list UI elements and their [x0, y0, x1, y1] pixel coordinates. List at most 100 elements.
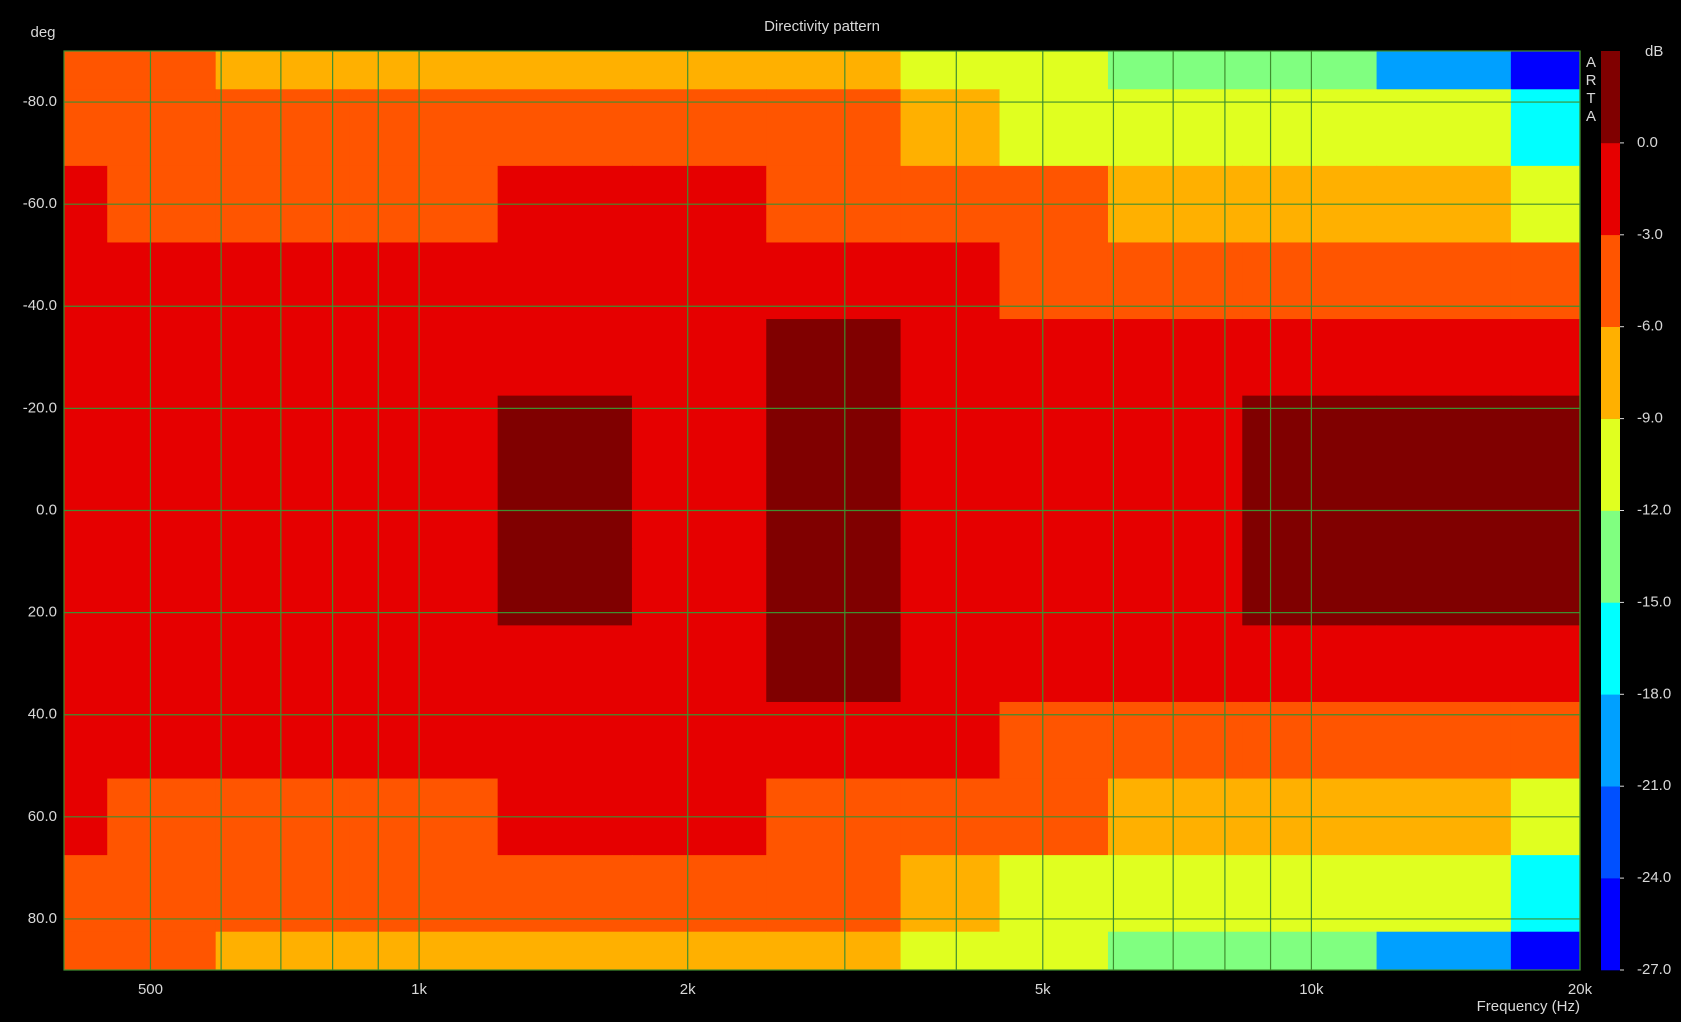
contour-cell [631, 89, 767, 167]
contour-cell [497, 931, 633, 971]
contour-cell [766, 548, 902, 626]
contour-cell [215, 51, 351, 90]
contour-cell [766, 395, 902, 473]
colorbar-tick-label: -12.0 [1637, 501, 1671, 518]
colorbar-tick-label: -9.0 [1637, 410, 1663, 427]
contour-cell [766, 89, 902, 167]
x-axis-label: Frequency (Hz) [1477, 998, 1580, 1015]
colorbar-band [1601, 786, 1620, 879]
contour-cell [900, 625, 1001, 703]
y-tick-label: 20.0 [28, 604, 57, 621]
plot-border [63, 50, 1581, 971]
logo: ARTA [1583, 54, 1600, 126]
contour-cell [1510, 395, 1581, 473]
contour-cell [1510, 319, 1581, 397]
contour-cell [1107, 395, 1243, 473]
contour-cell [349, 242, 499, 320]
contour-cell [1107, 625, 1243, 703]
contour-cell [107, 625, 217, 703]
colorbar-tick-label: -27.0 [1637, 961, 1671, 978]
contour-cell [1376, 625, 1512, 703]
contour-cell [64, 89, 108, 167]
contour-cell [497, 701, 633, 780]
contour-cell [999, 548, 1109, 626]
contour-cell [1242, 855, 1378, 933]
contour-cell [349, 625, 499, 703]
contour-cell [1510, 855, 1581, 933]
contour-cell [64, 701, 108, 780]
contour-cell [1242, 625, 1378, 703]
contour-cell [1107, 51, 1243, 90]
contour-cell [1376, 701, 1512, 780]
colorbar-band [1601, 142, 1620, 236]
contour-cell [766, 319, 902, 397]
contour-cell [1107, 89, 1243, 167]
colorbar-tick-label: 0.0 [1637, 134, 1658, 151]
contour-cell [999, 51, 1109, 90]
contour-cell [900, 89, 1001, 167]
contour-cell [900, 51, 1001, 90]
contour-cell [900, 548, 1001, 626]
contour-cell [1376, 855, 1512, 933]
contour-cell [999, 89, 1109, 167]
contour-cell [631, 701, 767, 780]
contour-cell [1376, 548, 1512, 626]
contour-cell [497, 51, 633, 90]
contour-cell [107, 701, 217, 780]
contour-cell [215, 319, 351, 397]
contour-cell [631, 855, 767, 933]
colorbar-tick-label: -24.0 [1637, 869, 1671, 886]
contour-cell [999, 931, 1109, 971]
colorbar-band [1601, 602, 1620, 695]
y-tick-label: -60.0 [23, 195, 57, 212]
contour-cell [1376, 931, 1512, 971]
x-tick-label: 1k [411, 981, 427, 998]
contour-cell [999, 625, 1109, 703]
contour-cell [1242, 319, 1378, 397]
contour-cell [1242, 931, 1378, 971]
contour-cell [349, 855, 499, 933]
contour-cell [64, 242, 108, 320]
contour-cell [497, 548, 633, 626]
contour-cell [64, 625, 108, 703]
contour-cell [631, 395, 767, 473]
contour-cell [1510, 89, 1581, 167]
contour-cell [900, 395, 1001, 473]
contour-cell [64, 548, 108, 626]
contour-cell [1107, 931, 1243, 971]
contour-cell [107, 548, 217, 626]
contour-cell [900, 701, 1001, 780]
colorbar-tick-label: -3.0 [1637, 226, 1663, 243]
contour-cell [631, 931, 767, 971]
x-tick-label: 500 [138, 981, 163, 998]
colorbar-band [1601, 234, 1620, 327]
contour-cell [631, 625, 767, 703]
contour-cell [900, 855, 1001, 933]
contour-cell [1376, 242, 1512, 320]
contour-cell [349, 548, 499, 626]
contour-cell [900, 319, 1001, 397]
contour-cell [900, 931, 1001, 971]
contour-cell [1107, 319, 1243, 397]
contour-cell [1376, 89, 1512, 167]
contour-cell [497, 319, 633, 397]
contour-cell [215, 701, 351, 780]
contour-cell [1510, 548, 1581, 626]
contour-cell [497, 625, 633, 703]
contour-cell [1242, 242, 1378, 320]
contour-cell [766, 625, 902, 703]
contour-cell [1107, 242, 1243, 320]
colorbar-tick-label: -15.0 [1637, 593, 1671, 610]
contour-cell [1376, 395, 1512, 473]
contour-cell [1510, 51, 1581, 90]
contour-cell [64, 51, 108, 90]
contour-cell [215, 89, 351, 167]
contour-cell [349, 701, 499, 780]
contour-cell [215, 548, 351, 626]
contour-cell [999, 855, 1109, 933]
x-tick-label: 10k [1299, 981, 1324, 998]
colorbar-band [1601, 418, 1620, 511]
contour-cell [349, 319, 499, 397]
contour-cell [349, 51, 499, 90]
